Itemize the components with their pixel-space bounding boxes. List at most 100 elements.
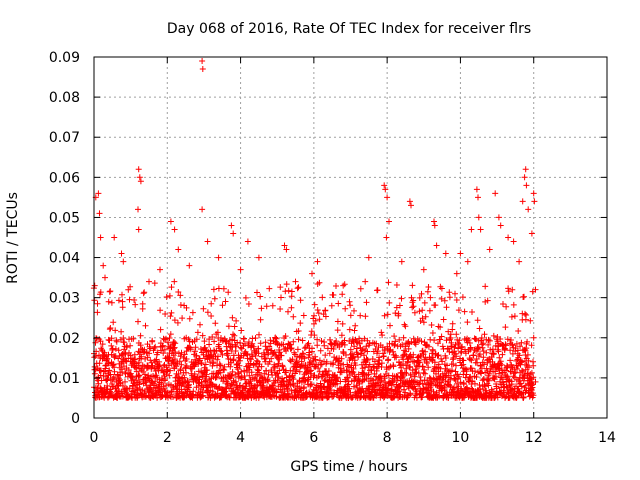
data-point bbox=[141, 289, 148, 296]
data-point bbox=[378, 360, 385, 367]
data-point bbox=[447, 376, 454, 383]
data-point bbox=[378, 329, 385, 336]
data-point bbox=[227, 363, 234, 370]
data-point bbox=[242, 294, 249, 301]
data-point bbox=[146, 350, 153, 357]
data-point bbox=[521, 293, 527, 300]
data-point bbox=[136, 378, 143, 385]
data-point bbox=[364, 356, 371, 363]
data-point bbox=[257, 293, 264, 300]
data-point bbox=[516, 352, 523, 359]
data-point bbox=[525, 364, 532, 371]
data-point bbox=[500, 301, 506, 307]
data-point bbox=[466, 340, 473, 346]
data-point bbox=[431, 337, 438, 344]
data-point bbox=[460, 381, 467, 388]
data-point bbox=[410, 297, 417, 304]
data-point bbox=[275, 374, 282, 380]
data-point bbox=[411, 383, 418, 390]
data-point bbox=[212, 320, 219, 327]
data-point bbox=[453, 297, 460, 303]
data-point bbox=[164, 366, 171, 373]
data-point bbox=[427, 375, 434, 382]
data-point bbox=[98, 367, 104, 374]
data-point bbox=[468, 365, 475, 372]
data-point bbox=[107, 386, 114, 393]
data-point bbox=[351, 307, 357, 314]
data-point bbox=[262, 355, 269, 362]
data-point bbox=[390, 348, 396, 355]
data-point bbox=[517, 380, 524, 387]
x-tick-label: 8 bbox=[383, 430, 392, 446]
data-point bbox=[517, 359, 524, 366]
data-point bbox=[259, 374, 265, 381]
data-point bbox=[170, 352, 177, 359]
data-point bbox=[151, 345, 158, 351]
data-point bbox=[351, 373, 358, 380]
data-point bbox=[281, 378, 287, 385]
data-point bbox=[377, 382, 384, 388]
data-point bbox=[276, 349, 283, 356]
data-point bbox=[482, 283, 489, 290]
chart-title: Day 068 of 2016, Rate Of TEC Index for r… bbox=[167, 21, 531, 37]
data-point bbox=[311, 320, 317, 327]
data-point bbox=[229, 314, 236, 321]
data-point bbox=[363, 343, 370, 350]
data-point bbox=[410, 303, 417, 310]
data-point bbox=[520, 394, 527, 401]
data-point bbox=[518, 339, 525, 346]
data-point bbox=[486, 370, 493, 377]
data-point bbox=[409, 304, 416, 311]
data-point bbox=[416, 308, 423, 315]
data-point bbox=[161, 346, 168, 353]
data-point bbox=[453, 270, 460, 277]
data-point bbox=[190, 388, 197, 395]
data-point bbox=[411, 309, 418, 316]
data-point bbox=[374, 348, 381, 355]
data-point bbox=[514, 366, 520, 372]
data-point bbox=[456, 373, 462, 380]
data-point bbox=[237, 266, 244, 273]
data-point bbox=[288, 345, 295, 352]
data-point bbox=[95, 389, 102, 396]
data-point bbox=[521, 174, 528, 181]
data-point bbox=[215, 353, 221, 360]
data-point bbox=[144, 354, 151, 361]
data-point bbox=[350, 369, 357, 376]
data-point bbox=[308, 370, 315, 377]
data-point bbox=[257, 316, 264, 323]
data-point bbox=[166, 372, 173, 379]
data-point bbox=[392, 310, 399, 317]
data-point bbox=[453, 362, 459, 369]
data-point bbox=[478, 335, 485, 341]
data-point bbox=[97, 234, 104, 241]
data-point bbox=[210, 359, 217, 366]
data-point bbox=[128, 393, 135, 400]
data-point bbox=[416, 294, 423, 301]
data-point bbox=[271, 363, 278, 370]
data-point bbox=[138, 353, 145, 360]
data-point bbox=[236, 382, 243, 389]
data-point bbox=[373, 340, 380, 347]
data-point bbox=[396, 302, 403, 309]
data-point bbox=[334, 327, 341, 334]
data-point bbox=[217, 369, 224, 376]
data-point bbox=[106, 288, 113, 295]
data-point bbox=[485, 382, 492, 389]
data-point bbox=[319, 294, 326, 301]
data-point bbox=[290, 338, 297, 345]
data-point bbox=[208, 313, 215, 319]
data-point bbox=[285, 287, 292, 294]
data-point bbox=[144, 364, 151, 371]
data-point bbox=[342, 305, 349, 312]
y-tick-label: 0.08 bbox=[49, 90, 80, 106]
data-point bbox=[385, 279, 392, 286]
data-point bbox=[139, 305, 146, 312]
data-point bbox=[346, 298, 353, 305]
data-point bbox=[118, 250, 125, 257]
data-point bbox=[283, 281, 290, 288]
data-point bbox=[508, 337, 514, 343]
data-point bbox=[229, 336, 236, 343]
data-point bbox=[199, 206, 206, 213]
data-point bbox=[157, 307, 164, 314]
